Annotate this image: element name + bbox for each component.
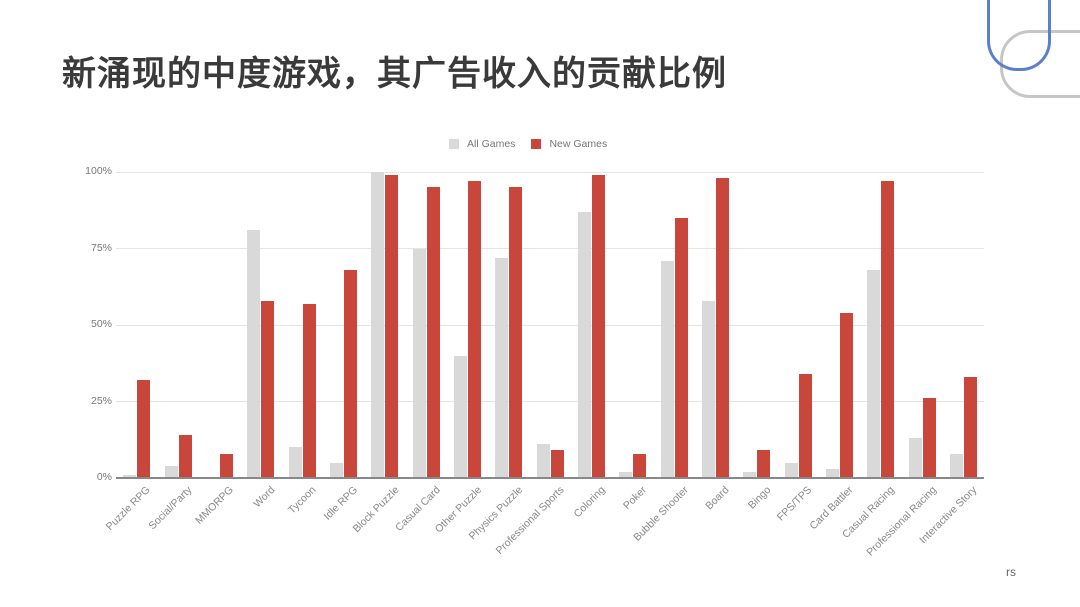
- bar-new-games: 8: [633, 453, 647, 478]
- x-tick-label: Puzzle RPG: [104, 484, 154, 533]
- bar-new-games: 26: [922, 398, 936, 478]
- bar-new-games: 97: [467, 181, 481, 478]
- bar-new-games: 32: [137, 380, 151, 478]
- x-tick-label: FPS/TPS: [775, 484, 815, 524]
- bar-new-games: 14: [178, 435, 192, 478]
- x-tick-label: Coloring: [571, 484, 608, 521]
- bar-new-games: 34: [798, 373, 812, 478]
- legend-swatch-all-games: [449, 139, 459, 149]
- gridline-25: [116, 401, 984, 402]
- bar-new-games: 58: [261, 300, 275, 478]
- bar-all-games: 3: [825, 468, 839, 478]
- y-tick-100: 100%: [85, 165, 112, 177]
- x-axis-baseline: [116, 477, 984, 479]
- footer-text-fragment: rs: [1006, 565, 1016, 579]
- x-tick-label: Word: [251, 484, 278, 511]
- bar-all-games: 1: [123, 474, 137, 478]
- x-tick-label: Poker: [621, 484, 650, 512]
- bar-new-games: 95: [509, 187, 523, 478]
- bar-new-games: 99: [385, 175, 399, 478]
- y-tick-75: 75%: [90, 242, 112, 254]
- bar-new-games: 9: [550, 450, 564, 478]
- y-tick-0: 0%: [96, 471, 112, 483]
- gridline-50: [116, 325, 984, 326]
- x-tick-label: Social/Party: [146, 484, 195, 533]
- bar-all-games: 11: [536, 444, 550, 478]
- x-tick-label: Idle RPG: [321, 484, 360, 523]
- bar-all-games: 68: [867, 269, 881, 478]
- chart-legend: All Games New Games: [449, 138, 623, 150]
- bar-new-games: 95: [426, 187, 440, 478]
- legend-swatch-new-games: [531, 139, 542, 149]
- bar-new-games: 97: [881, 181, 895, 478]
- bar-all-games: 75: [412, 248, 426, 478]
- legend-label-all-games: All Games: [467, 138, 516, 150]
- bar-all-games: 87: [577, 211, 591, 478]
- legend-item-new-games: New Games: [531, 138, 607, 150]
- bar-new-games: 99: [591, 175, 605, 478]
- bar-all-games: 5: [329, 462, 343, 478]
- gridline-75: [116, 248, 984, 249]
- y-tick-25: 25%: [90, 395, 112, 407]
- x-tick-label: Bingo: [745, 484, 774, 512]
- bar-all-games: 40: [453, 355, 467, 478]
- bar-all-games: 5: [784, 462, 798, 478]
- legend-label-new-games: New Games: [549, 138, 608, 150]
- bar-all-games: 4: [164, 465, 178, 478]
- x-tick-label: MMORPG: [193, 484, 236, 527]
- bar-new-games: 85: [674, 217, 688, 478]
- legend-item-all-games: All Games: [449, 138, 515, 150]
- bar-all-games: 13: [908, 438, 922, 478]
- y-tick-50: 50%: [90, 318, 112, 330]
- bar-new-games: 8: [219, 453, 233, 478]
- bar-all-games: 100: [371, 172, 385, 478]
- plot-area: 1324140881581057568100997595409772951198…: [116, 172, 984, 478]
- bar-new-games: 54: [839, 312, 853, 478]
- gridline-100: [116, 172, 984, 173]
- bar-all-games: 58: [701, 300, 715, 478]
- bar-all-games: 10: [288, 447, 302, 478]
- decorative-blue-loop: [987, 0, 1051, 71]
- bar-new-games: 33: [963, 377, 977, 478]
- bar-new-games: 57: [302, 303, 316, 478]
- bar-all-games: 2: [619, 471, 633, 478]
- x-tick-label: Tycoon: [286, 484, 319, 517]
- bar-new-games: 9: [757, 450, 771, 478]
- bar-new-games: 68: [343, 269, 357, 478]
- slide-title: 新涌现的中度游戏，其广告收入的贡献比例: [62, 54, 727, 94]
- x-tick-label: Board: [703, 484, 732, 513]
- bar-all-games: 2: [743, 471, 757, 478]
- bar-new-games: 98: [715, 178, 729, 478]
- bar-all-games: 81: [247, 230, 261, 478]
- bar-all-games: 8: [949, 453, 963, 478]
- bar-all-games: 72: [495, 257, 509, 478]
- bar-all-games: 71: [660, 260, 674, 478]
